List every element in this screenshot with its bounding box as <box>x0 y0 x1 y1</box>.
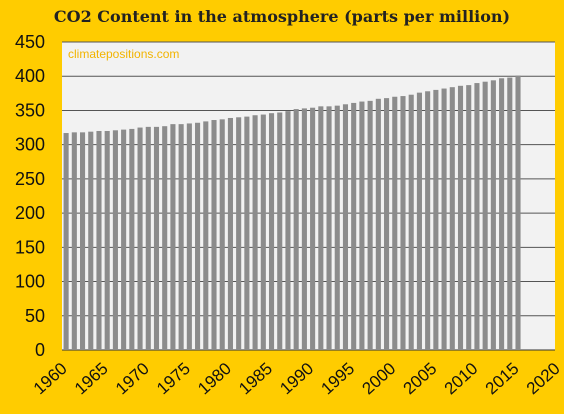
bar-2006 <box>441 88 447 350</box>
y-tick-label-150: 150 <box>15 237 45 257</box>
bar-2014 <box>507 77 513 350</box>
x-axis-ticks: 1960 1965 1970 1975 1980 1985 1990 1995 2000 2005… <box>30 359 564 398</box>
y-tick-label-300: 300 <box>15 135 45 155</box>
bar-1964 <box>96 130 102 350</box>
bar-1969 <box>137 127 143 350</box>
bar-2004 <box>425 91 431 350</box>
bar-2005 <box>433 89 439 351</box>
bar-1996 <box>359 101 365 351</box>
bar-1992 <box>326 106 332 351</box>
x-tick-label-1985: 1985 <box>235 359 276 398</box>
y-tick-label-250: 250 <box>15 169 45 189</box>
bar-1971 <box>153 126 160 350</box>
bar-1998 <box>375 98 381 350</box>
bar-1991 <box>318 106 324 351</box>
bar-1967 <box>121 129 127 350</box>
x-tick-label-2000: 2000 <box>359 359 400 398</box>
bar-1968 <box>129 128 135 350</box>
bar-1981 <box>236 117 242 351</box>
y-tick-label-0: 0 <box>35 340 45 360</box>
y-tick-label-200: 200 <box>15 203 45 223</box>
bar-1973 <box>170 124 176 350</box>
bar-1975 <box>186 123 192 351</box>
bar-2003 <box>416 92 422 350</box>
bar-1974 <box>178 124 184 350</box>
bar-1986 <box>277 112 283 351</box>
bar-2009 <box>466 85 472 351</box>
bar-1979 <box>219 119 225 350</box>
bar-1960 <box>63 133 69 350</box>
bar-1976 <box>195 122 201 351</box>
bar-1994 <box>342 104 349 350</box>
bar-1997 <box>367 100 373 351</box>
bar-1999 <box>384 98 390 350</box>
bar-1984 <box>260 114 266 350</box>
bar-1961 <box>71 132 77 350</box>
bar-2013 <box>499 78 505 350</box>
bar-1966 <box>112 130 118 350</box>
chart-title: CO2 Content in the atmosphere (parts per… <box>53 7 511 26</box>
bar-1972 <box>162 126 168 350</box>
bar-1965 <box>104 130 110 350</box>
y-tick-label-350: 350 <box>15 100 45 120</box>
grid-layer <box>62 41 555 351</box>
x-tick-label-1965: 1965 <box>71 359 112 398</box>
bar-2007 <box>449 87 455 350</box>
bar-1970 <box>145 126 151 350</box>
x-tick-label-2015: 2015 <box>482 359 523 398</box>
bar-1990 <box>310 107 316 350</box>
bar-1983 <box>252 115 258 350</box>
bar-1989 <box>301 108 307 350</box>
x-tick-label-2020: 2020 <box>523 359 564 398</box>
bar-2011 <box>482 81 488 350</box>
bar-1962 <box>79 132 86 350</box>
x-tick-label-1970: 1970 <box>112 359 153 398</box>
x-tick-label-2010: 2010 <box>441 359 482 398</box>
bar-1993 <box>334 105 340 350</box>
bar-1995 <box>351 102 357 350</box>
bar-2012 <box>490 80 496 350</box>
x-tick-label-1980: 1980 <box>194 359 235 398</box>
x-tick-label-1990: 1990 <box>276 359 317 398</box>
x-tick-label-1960: 1960 <box>30 359 71 398</box>
bar-2000 <box>392 96 398 350</box>
watermark-text: climatepositions.com <box>68 47 179 61</box>
x-tick-label-1995: 1995 <box>317 359 358 398</box>
y-tick-label-400: 400 <box>15 66 45 86</box>
y-axis-ticks: 0 50 100 150 200 250 300 350 400 450 <box>15 32 45 360</box>
bar-2002 <box>408 94 414 350</box>
bar-1978 <box>211 120 217 350</box>
y-tick-label-100: 100 <box>15 272 45 292</box>
y-tick-label-450: 450 <box>15 32 45 52</box>
bar-1963 <box>88 131 94 350</box>
bar-2001 <box>400 96 406 351</box>
x-tick-label-1975: 1975 <box>153 359 194 398</box>
bar-1980 <box>227 117 233 351</box>
bar-1988 <box>293 109 299 350</box>
y-tick-label-50: 50 <box>25 306 45 326</box>
plot-area <box>62 42 555 350</box>
bar-1982 <box>244 116 250 350</box>
bar-2008 <box>457 85 464 350</box>
bar-1987 <box>285 111 291 350</box>
bar-1985 <box>268 113 275 350</box>
bar-1977 <box>203 121 209 350</box>
bar-layer <box>63 75 521 351</box>
x-tick-label-2005: 2005 <box>400 359 441 398</box>
bar-2010 <box>474 83 480 351</box>
bar-2015 <box>515 75 521 350</box>
